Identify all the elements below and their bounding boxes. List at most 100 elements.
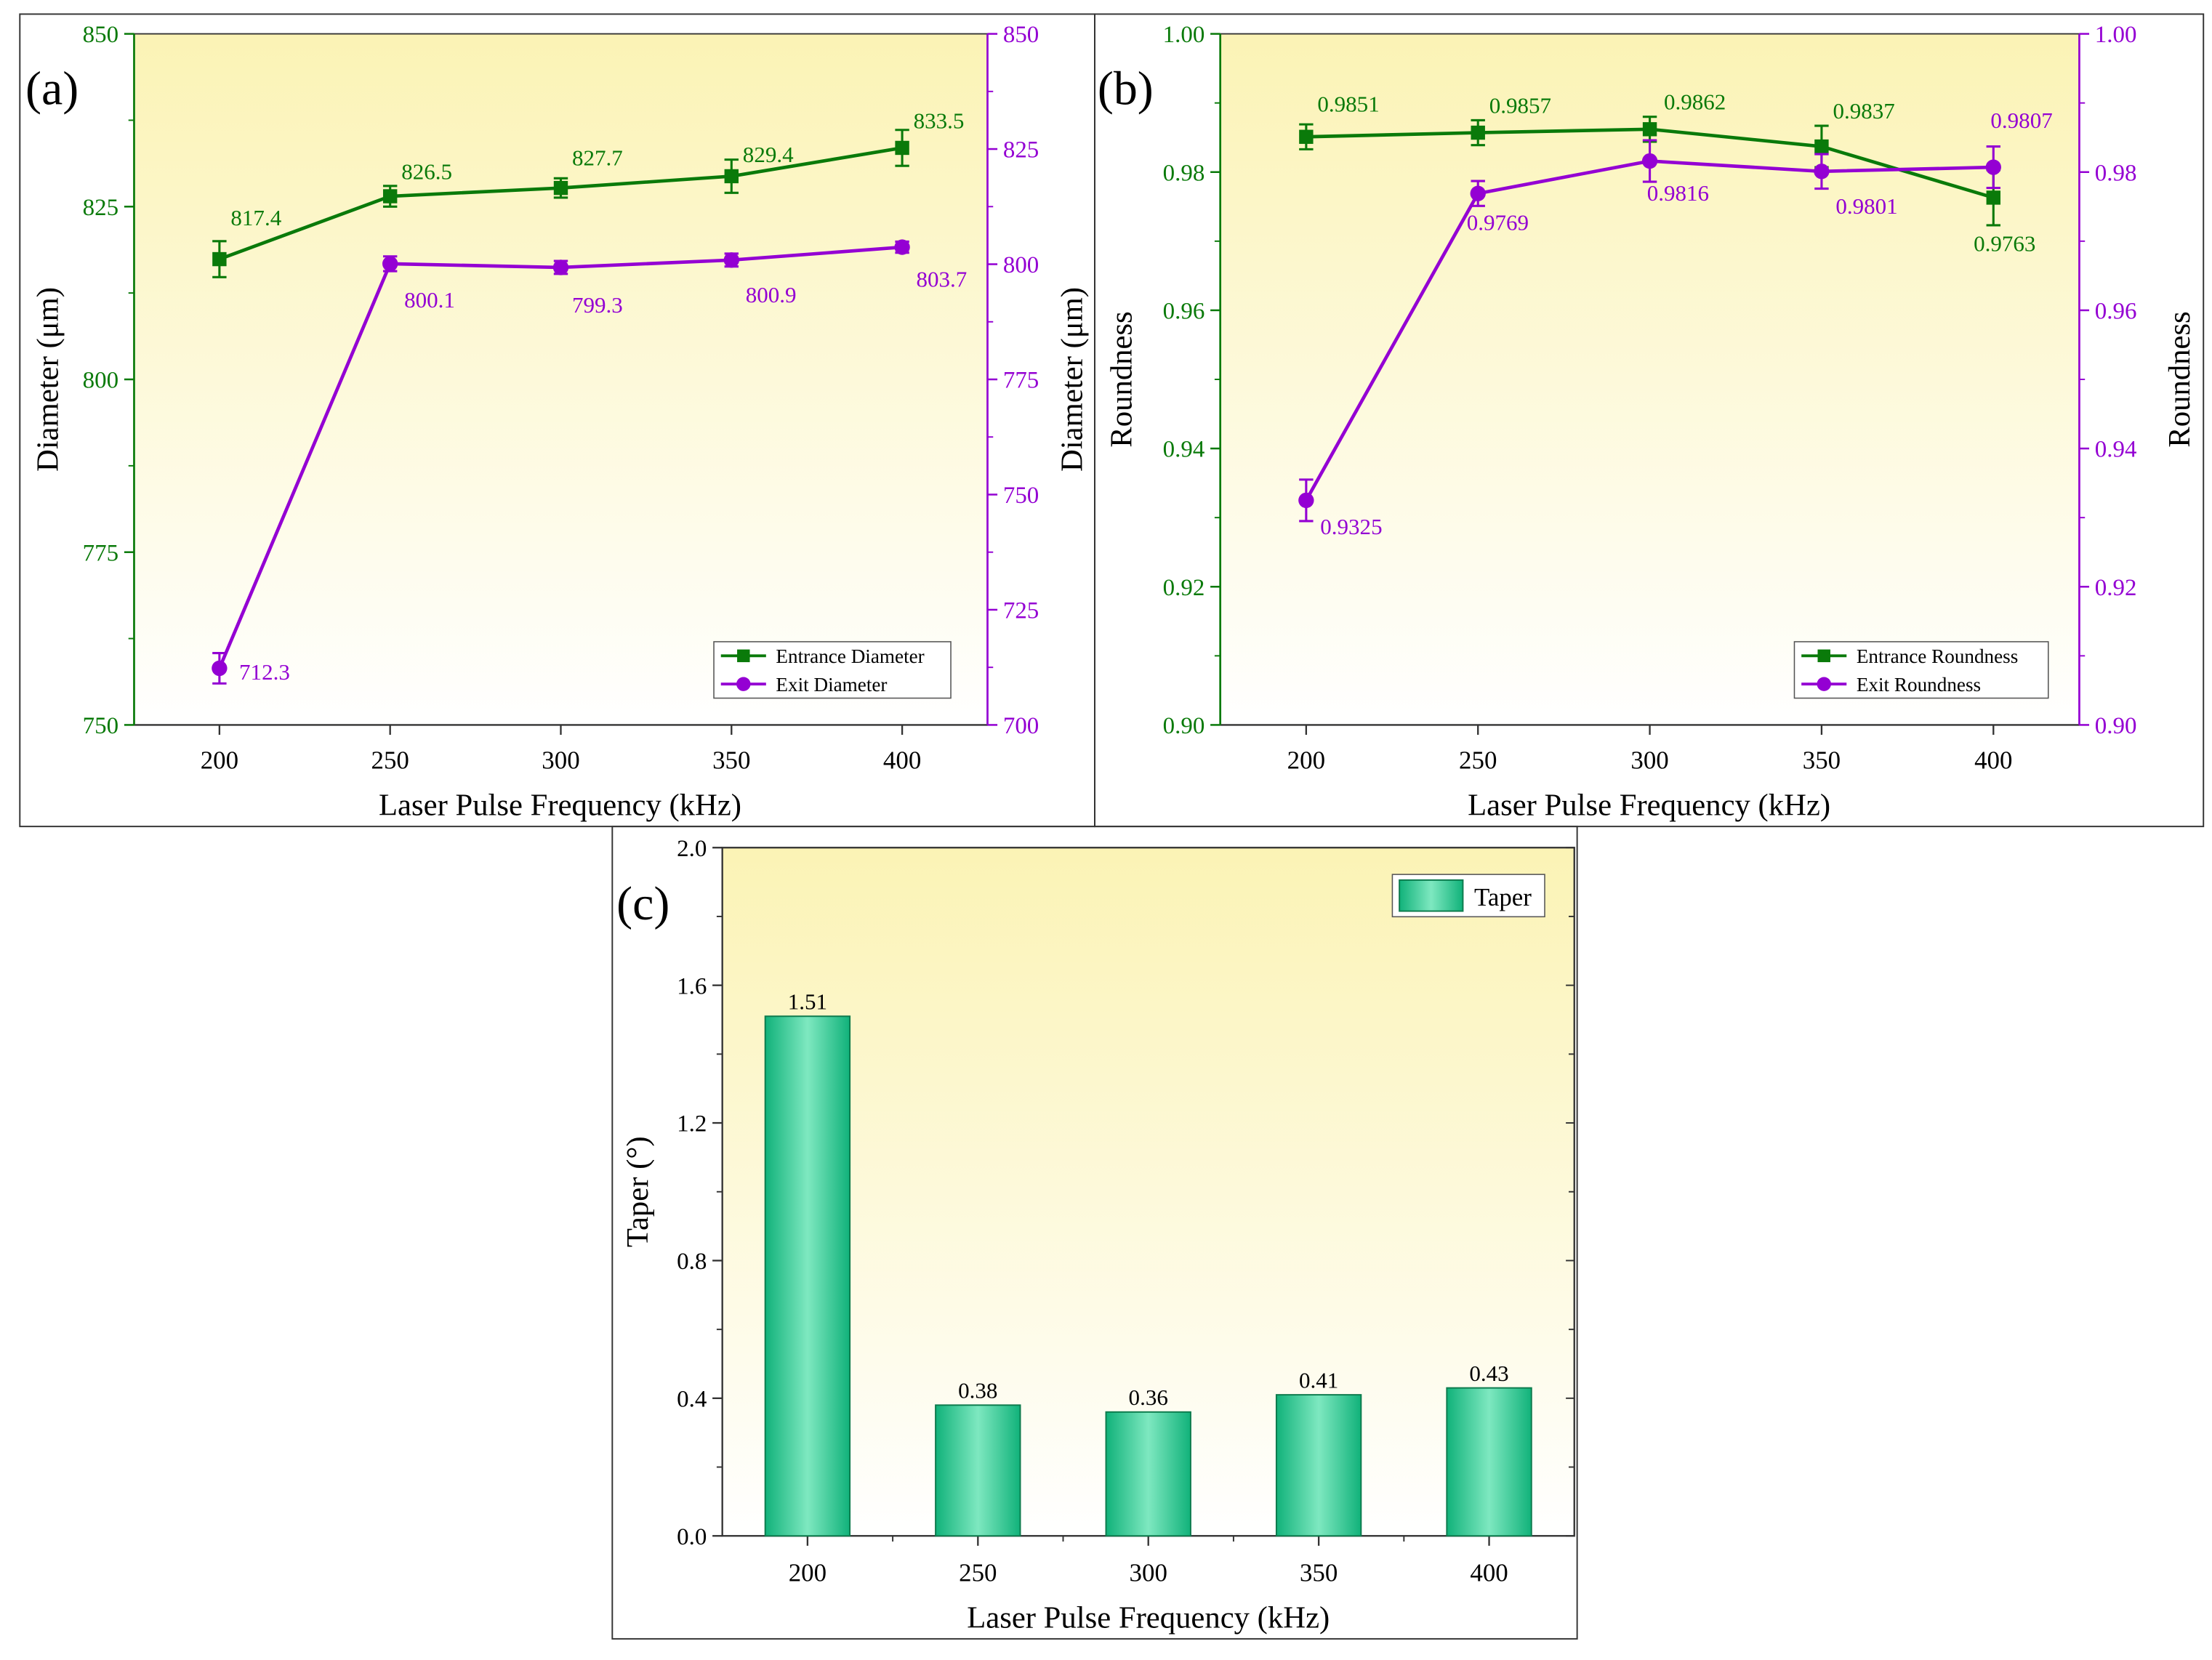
x-tick-label-250: 250	[1459, 746, 1497, 775]
y-tick-label-0.4: 0.4	[677, 1386, 707, 1412]
data-point-entrance-diameter	[553, 180, 568, 196]
legend-label-exit-diameter: Exit Diameter	[776, 674, 887, 696]
panel-a-diameter-chart: 200 250 300 350 400 750 775 800 825 850 700 725 75…	[25, 22, 1089, 822]
data-point-exit-diameter	[894, 239, 910, 255]
legend-label-exit-roundness: Exit Roundness	[1857, 674, 1981, 696]
data-label-exit-diameter: 800.1	[404, 287, 455, 313]
y-tick-label-2.0: 2.0	[677, 836, 707, 862]
data-point-entrance-roundness	[1471, 125, 1485, 140]
data-label-entrance-roundness: 0.9837	[1833, 98, 1894, 124]
bar-200	[764, 1015, 851, 1537]
y-axis-title-right-a: Diameter (μm)	[1055, 287, 1090, 472]
y-left-tick-label-800: 800	[83, 368, 118, 394]
x-tick-label-200: 200	[201, 746, 238, 775]
y-ticks-c: 0.0 0.4 0.8 1.2 1.6 2.0	[677, 836, 1574, 1550]
data-point-entrance-diameter	[382, 189, 398, 204]
y-right-tick-label-800: 800	[1003, 252, 1039, 278]
x-tick-label-400: 400	[1974, 746, 2012, 775]
series-layer-a: 817.4 826.5 827.7 829.4 833.5 712.3 800.1 799.3…	[212, 108, 967, 685]
data-point-entrance-roundness	[1299, 129, 1314, 144]
y-left-tick-label-1.00: 1.00	[1163, 22, 1205, 48]
legend-marker-exit-diameter	[736, 677, 751, 691]
legend-c: Taper	[1391, 874, 1545, 918]
data-label-entrance-diameter: 829.4	[743, 142, 794, 167]
series-layer-b: 0.9851 0.9857 0.9862 0.9837 0.9763 0.9325 0.97…	[1298, 89, 2053, 539]
y-right-tick-label-775: 775	[1003, 368, 1039, 394]
data-label-exit-diameter: 800.9	[746, 282, 797, 307]
y-left-tick-label-750: 750	[83, 713, 118, 739]
x-tick-label-300: 300	[542, 746, 579, 775]
y-left-tick-label-0.92: 0.92	[1163, 575, 1205, 601]
y-ticks-left-b: 0.90 0.92 0.94 0.96 0.98 1.00	[1163, 22, 1220, 739]
legend-box-b	[1793, 641, 2049, 699]
x-ticks-c: 200 250 300 350 400	[789, 1536, 1508, 1587]
data-point-exit-roundness	[1814, 164, 1830, 180]
x-tick-label-400: 400	[1470, 1558, 1508, 1587]
x-axis-title-c: Laser Pulse Frequency (kHz)	[967, 1600, 1330, 1635]
data-point-exit-roundness	[1985, 159, 2001, 175]
x-tick-label-350: 350	[1300, 1558, 1338, 1587]
legend-label-entrance-roundness: Entrance Roundness	[1857, 645, 2018, 667]
data-label-entrance-roundness: 0.9851	[1317, 91, 1379, 116]
data-point-exit-roundness	[1641, 153, 1658, 169]
bar-label-400: 0.43	[1469, 1361, 1508, 1386]
data-label-exit-roundness: 0.9325	[1320, 514, 1382, 539]
legend-marker-entrance-diameter	[737, 649, 750, 663]
y-left-tick-label-0.90: 0.90	[1163, 713, 1205, 739]
y-axis-title-right-b: Roundness	[2163, 311, 2197, 447]
y-ticks-left-a: 750 775 800 825 850	[83, 22, 134, 739]
x-tick-label-200: 200	[1287, 746, 1325, 775]
data-point-entrance-roundness	[1814, 139, 1829, 154]
data-point-entrance-roundness	[1642, 122, 1657, 137]
panel-label-c: (c)	[616, 877, 669, 930]
x-tick-label-350: 350	[1803, 746, 1841, 775]
legend-b: Entrance Roundness Exit Roundness	[1793, 641, 2049, 699]
x-axis-title-a: Laser Pulse Frequency (kHz)	[379, 789, 741, 823]
legend-label-taper: Taper	[1474, 883, 1532, 911]
panel-label-a: (a)	[25, 63, 79, 116]
frame-panel-b	[1094, 13, 2205, 828]
y-left-tick-label-0.94: 0.94	[1163, 437, 1205, 463]
panel-label-b: (b)	[1098, 63, 1154, 116]
data-label-exit-diameter: 803.7	[916, 266, 967, 291]
data-label-exit-roundness: 0.9807	[1990, 108, 2052, 133]
legend-marker-exit-roundness	[1817, 677, 1831, 691]
y-tick-label-0.0: 0.0	[677, 1524, 707, 1550]
bar-label-200: 1.51	[788, 989, 827, 1015]
data-label-entrance-diameter: 833.5	[914, 108, 965, 133]
data-label-entrance-diameter: 817.4	[230, 205, 281, 230]
data-label-entrance-diameter: 826.5	[401, 159, 452, 185]
y-right-tick-label-0.96: 0.96	[2095, 299, 2137, 325]
y-right-tick-label-0.94: 0.94	[2095, 437, 2137, 463]
x-tick-label-200: 200	[789, 1558, 827, 1587]
data-point-exit-roundness	[1470, 185, 1486, 201]
y-right-tick-label-0.90: 0.90	[2095, 713, 2137, 739]
legend-marker-entrance-roundness	[1817, 649, 1830, 663]
bar-label-350: 0.41	[1299, 1367, 1338, 1393]
data-label-entrance-roundness: 0.9857	[1489, 92, 1551, 118]
data-point-exit-diameter	[382, 256, 398, 272]
y-left-tick-label-775: 775	[83, 540, 118, 566]
y-axis-title-left-a: Diameter (μm)	[31, 287, 65, 472]
data-label-exit-roundness: 0.9769	[1467, 210, 1529, 235]
data-label-exit-diameter: 799.3	[572, 292, 623, 318]
data-label-entrance-diameter: 827.7	[572, 145, 623, 171]
data-point-exit-roundness	[1298, 492, 1314, 509]
y-tick-label-1.2: 1.2	[677, 1111, 707, 1137]
data-label-entrance-roundness: 0.9862	[1664, 89, 1726, 115]
legend-box-a	[713, 641, 952, 699]
bar-label-300: 0.36	[1129, 1385, 1168, 1410]
y-left-tick-label-0.98: 0.98	[1163, 160, 1205, 186]
bar-350	[1275, 1394, 1362, 1537]
y-tick-label-1.6: 1.6	[677, 973, 707, 999]
data-point-entrance-diameter	[212, 251, 227, 267]
y-ticks-right-b: 0.90 0.92 0.94 0.96 0.98 1.00	[2079, 22, 2137, 739]
data-label-entrance-roundness: 0.9763	[1974, 231, 2035, 257]
panel-c-taper-chart: 200 250 300 350 400 0.00.40.81.21.62.0 1.510…	[616, 836, 1575, 1635]
x-tick-label-250: 250	[959, 1558, 997, 1587]
y-ticks-right-a: 700 725 750 775 800 825 850	[987, 22, 1039, 739]
y-right-tick-label-0.92: 0.92	[2095, 575, 2137, 601]
bar-label-250: 0.38	[958, 1378, 997, 1403]
y-tick-label-0.8: 0.8	[677, 1249, 707, 1275]
x-axis-title-b: Laser Pulse Frequency (kHz)	[1468, 789, 1830, 823]
